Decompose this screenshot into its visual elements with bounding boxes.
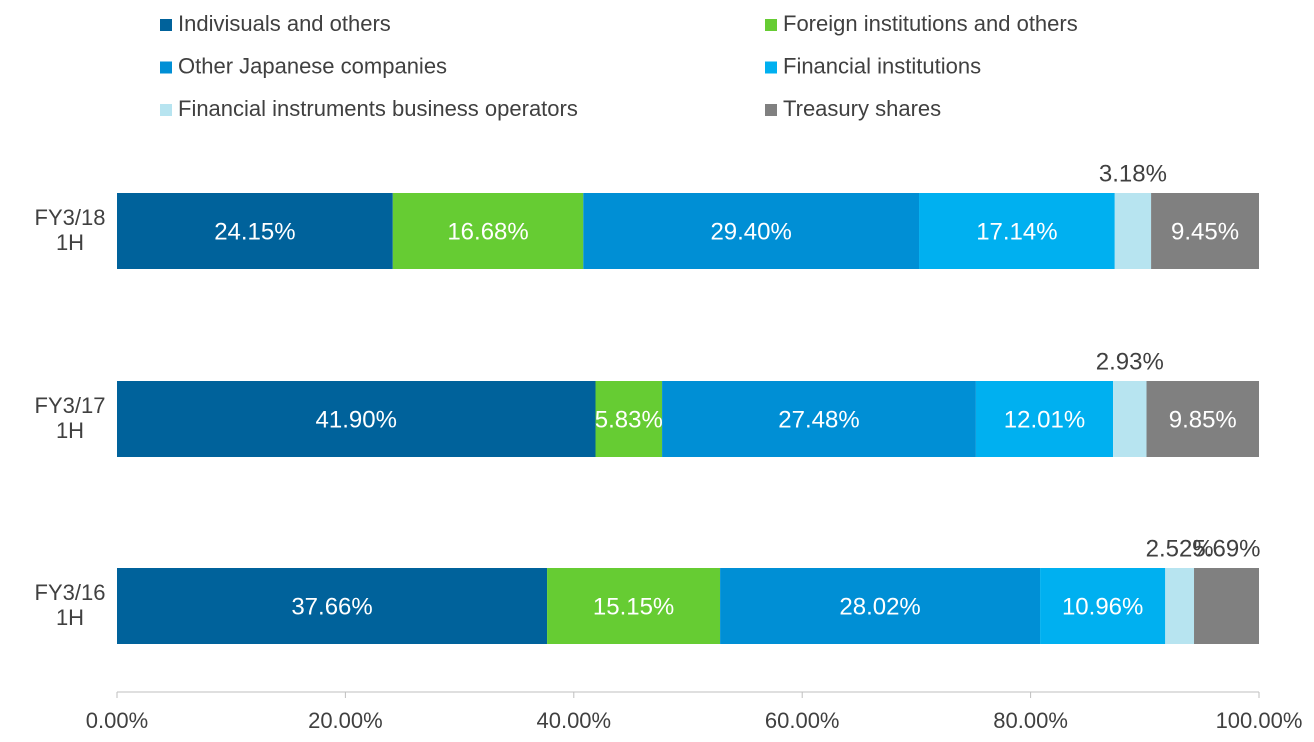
x-tick-label: 60.00% [765, 708, 840, 733]
data-label: 3.18% [1099, 160, 1167, 187]
bar-segment [662, 381, 976, 457]
bar-segment [1114, 193, 1152, 269]
data-label: 2.93% [1096, 348, 1164, 375]
bar-segment [583, 193, 920, 269]
data-label: 24.15% [214, 218, 295, 245]
bar-segment [392, 193, 584, 269]
x-tick-label: 100.00% [1216, 708, 1303, 733]
data-label: 12.01% [1004, 406, 1085, 433]
bar-segment [117, 193, 393, 269]
bar-segment [117, 381, 596, 457]
data-label: 5.69% [1192, 535, 1260, 562]
data-label: 10.96% [1062, 593, 1143, 620]
bar-segment [1165, 568, 1195, 644]
x-tick-label: 40.00% [536, 708, 611, 733]
data-label: 17.14% [976, 218, 1057, 245]
bar-segment [919, 193, 1115, 269]
legend-label: Foreign institutions and others [783, 11, 1078, 36]
data-label: 9.85% [1169, 406, 1237, 433]
bar-segment [975, 381, 1114, 457]
data-label: 9.45% [1171, 218, 1239, 245]
legend-swatch [765, 104, 777, 116]
bar-segment [1146, 381, 1259, 457]
data-label: 29.40% [710, 218, 791, 245]
x-tick-label: 0.00% [86, 708, 148, 733]
category-label: FY3/16 1H [35, 580, 106, 630]
bar-segment [1040, 568, 1166, 644]
x-tick-label: 20.00% [308, 708, 383, 733]
bar-segment [1194, 568, 1259, 644]
legend-label: Financial instruments business operators [178, 96, 578, 121]
legend-swatch [765, 19, 777, 31]
data-label: 16.68% [447, 218, 528, 245]
data-label: 28.02% [839, 593, 920, 620]
data-label: 2.52% [1146, 535, 1214, 562]
bar-segment [720, 568, 1041, 644]
bar-segment [1113, 381, 1147, 457]
data-label: 5.83% [595, 406, 663, 433]
data-label: 15.15% [593, 593, 674, 620]
legend-swatch [160, 19, 172, 31]
legend-swatch [160, 104, 172, 116]
legend-label: Financial institutions [783, 53, 981, 78]
legend-label: Other Japanese companies [178, 53, 447, 78]
category-label: FY3/18 1H [35, 205, 106, 255]
bar-segment [547, 568, 721, 644]
data-label: 27.48% [778, 406, 859, 433]
bar-segment [1151, 193, 1259, 269]
category-label: FY3/17 1H [35, 393, 106, 443]
x-tick-label: 80.00% [993, 708, 1068, 733]
legend-swatch [160, 61, 172, 74]
bar-segment [117, 568, 548, 644]
data-label: 41.90% [316, 406, 397, 433]
legend-swatch [765, 61, 777, 74]
data-label: 37.66% [291, 593, 372, 620]
bar-segment [595, 381, 663, 457]
legend-label: Treasury shares [783, 96, 941, 121]
legend-label: Indivisuals and others [178, 11, 391, 36]
